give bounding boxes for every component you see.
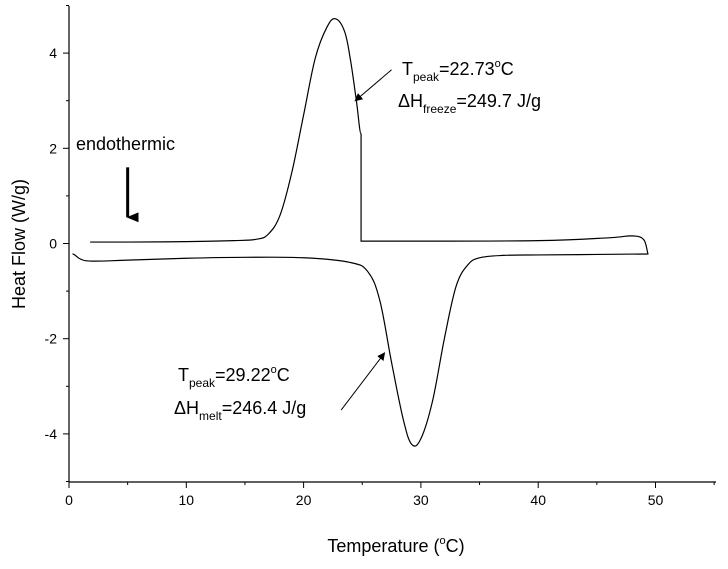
series-1-line (90, 18, 650, 255)
x-tick-label: 20 (296, 492, 312, 508)
y-tick-label: -4 (45, 426, 58, 442)
y-tick-label: 4 (49, 45, 57, 61)
x-tick-label: 30 (413, 492, 429, 508)
x-tick-label: 0 (65, 492, 73, 508)
melt-arrow (340, 352, 386, 411)
x-ticks (68, 482, 715, 488)
series-2-line (72, 253, 649, 447)
melt-annotation: Tpeak=29.22oC ΔHmelt=246.4 J/g (174, 352, 386, 423)
x-tick-labels: 0 10 20 30 40 50 (65, 492, 663, 508)
y-axis-title: Heat Flow (W/g) (9, 179, 29, 309)
freeze-arrow (354, 69, 392, 102)
freeze-tpeak-text: Tpeak=22.73oC (402, 58, 514, 84)
y-ticks (63, 5, 69, 482)
freeze-dh-text: ΔHfreeze=249.7 J/g (398, 91, 541, 116)
freeze-annotation: Tpeak=22.73oC ΔHfreeze=249.7 J/g (354, 58, 541, 116)
y-tick-labels: -4 -2 0 2 4 (45, 45, 58, 442)
x-tick-label: 10 (179, 492, 195, 508)
curves (72, 18, 650, 447)
melt-dh-text: ΔHmelt=246.4 J/g (174, 398, 306, 423)
x-axis-title: Temperature (oC) (327, 535, 464, 556)
y-tick-label: 2 (49, 140, 57, 156)
endothermic-label: endothermic (76, 134, 175, 154)
x-tick-label: 50 (648, 492, 664, 508)
y-tick-label: 0 (49, 236, 57, 252)
x-tick-label: 40 (530, 492, 546, 508)
y-tick-label: -2 (45, 331, 58, 347)
melt-tpeak-text: Tpeak=29.22oC (178, 364, 290, 390)
